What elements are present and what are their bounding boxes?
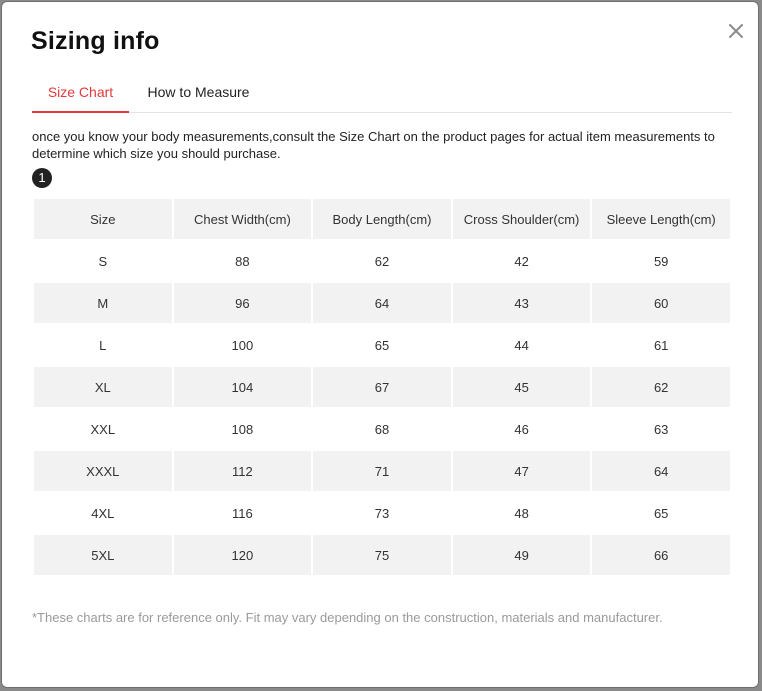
tab-bar: Size Chart How to Measure [32, 72, 732, 113]
cell-cross-shoulder: 49 [452, 535, 591, 575]
cell-body-length: 64 [313, 283, 451, 323]
tab-how-to-measure[interactable]: How to Measure [147, 84, 250, 100]
cell-chest-width: 120 [173, 535, 312, 575]
cell-size: L [34, 325, 172, 365]
cell-sleeve-length: 64 [592, 451, 730, 491]
cell-size: S [34, 241, 172, 281]
cell-cross-shoulder: 42 [452, 241, 591, 281]
cell-cross-shoulder: 47 [452, 451, 591, 491]
cell-sleeve-length: 61 [592, 325, 730, 365]
footnote-disclaimer: *These charts are for reference only. Fi… [32, 610, 663, 625]
cell-sleeve-length: 66 [592, 535, 730, 575]
cell-chest-width: 104 [173, 367, 312, 407]
cell-sleeve-length: 60 [592, 283, 730, 323]
intro-text: once you know your body measurements,con… [32, 129, 715, 161]
header-body-length: Body Length(cm) [313, 199, 451, 239]
header-cross-shoulder: Cross Shoulder(cm) [452, 199, 591, 239]
table-row: XL 104 67 45 62 [34, 367, 730, 407]
table-row: L 100 65 44 61 [34, 325, 730, 365]
close-icon[interactable] [724, 19, 748, 43]
table-row: S 88 62 42 59 [34, 241, 730, 281]
dialog-title: Sizing info [31, 27, 160, 55]
cell-sleeve-length: 62 [592, 367, 730, 407]
cell-cross-shoulder: 43 [452, 283, 591, 323]
cell-size: 5XL [34, 535, 172, 575]
cell-sleeve-length: 65 [592, 493, 730, 533]
cell-size: XXL [34, 409, 172, 449]
cell-size: M [34, 283, 172, 323]
cell-chest-width: 88 [173, 241, 312, 281]
cell-cross-shoulder: 46 [452, 409, 591, 449]
step-marker-badge: 1 [32, 168, 52, 188]
table-row: 4XL 116 73 48 65 [34, 493, 730, 533]
cell-sleeve-length: 59 [592, 241, 730, 281]
cell-cross-shoulder: 45 [452, 367, 591, 407]
cell-body-length: 65 [313, 325, 451, 365]
cell-chest-width: 112 [173, 451, 312, 491]
cell-body-length: 67 [313, 367, 451, 407]
cell-chest-width: 96 [173, 283, 312, 323]
header-size: Size [34, 199, 172, 239]
header-sleeve-length: Sleeve Length(cm) [592, 199, 730, 239]
cell-body-length: 68 [313, 409, 451, 449]
tab-size-chart[interactable]: Size Chart [32, 72, 129, 113]
cell-size: XL [34, 367, 172, 407]
cell-size: 4XL [34, 493, 172, 533]
cell-chest-width: 116 [173, 493, 312, 533]
cell-body-length: 62 [313, 241, 451, 281]
cell-body-length: 73 [313, 493, 451, 533]
header-chest-width: Chest Width(cm) [173, 199, 312, 239]
table-row: XXL 108 68 46 63 [34, 409, 730, 449]
table-row: M 96 64 43 60 [34, 283, 730, 323]
cell-sleeve-length: 63 [592, 409, 730, 449]
size-chart-table: Size Chest Width(cm) Body Length(cm) Cro… [32, 197, 732, 577]
table-header-row: Size Chest Width(cm) Body Length(cm) Cro… [34, 199, 730, 239]
cell-chest-width: 108 [173, 409, 312, 449]
cell-size: XXXL [34, 451, 172, 491]
table-row: 5XL 120 75 49 66 [34, 535, 730, 575]
cell-body-length: 71 [313, 451, 451, 491]
table-row: XXXL 112 71 47 64 [34, 451, 730, 491]
cell-cross-shoulder: 44 [452, 325, 591, 365]
cell-cross-shoulder: 48 [452, 493, 591, 533]
cell-body-length: 75 [313, 535, 451, 575]
cell-chest-width: 100 [173, 325, 312, 365]
